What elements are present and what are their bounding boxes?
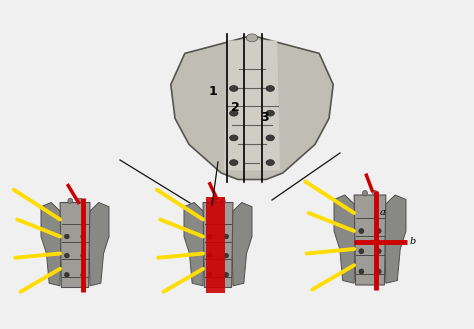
Polygon shape bbox=[384, 195, 406, 283]
Ellipse shape bbox=[208, 253, 212, 258]
Polygon shape bbox=[89, 203, 109, 286]
Text: 2: 2 bbox=[231, 101, 239, 114]
Ellipse shape bbox=[359, 269, 364, 274]
Ellipse shape bbox=[359, 249, 364, 254]
Ellipse shape bbox=[266, 86, 274, 91]
Polygon shape bbox=[232, 203, 252, 286]
Ellipse shape bbox=[229, 135, 238, 141]
Polygon shape bbox=[354, 195, 386, 285]
Ellipse shape bbox=[359, 229, 364, 234]
Ellipse shape bbox=[64, 272, 69, 277]
Ellipse shape bbox=[224, 272, 228, 277]
Ellipse shape bbox=[229, 110, 238, 116]
Ellipse shape bbox=[68, 198, 73, 203]
Ellipse shape bbox=[266, 160, 274, 165]
Ellipse shape bbox=[229, 160, 238, 165]
Ellipse shape bbox=[246, 34, 257, 42]
Ellipse shape bbox=[208, 234, 212, 239]
Text: 3: 3 bbox=[260, 111, 269, 124]
Ellipse shape bbox=[229, 86, 238, 91]
Ellipse shape bbox=[64, 234, 69, 239]
Polygon shape bbox=[203, 203, 233, 288]
Ellipse shape bbox=[266, 135, 274, 141]
Bar bbox=[206, 197, 225, 292]
Ellipse shape bbox=[373, 190, 378, 196]
Ellipse shape bbox=[81, 253, 85, 258]
Text: b: b bbox=[410, 238, 416, 246]
Ellipse shape bbox=[376, 229, 381, 234]
Polygon shape bbox=[224, 40, 280, 170]
Ellipse shape bbox=[376, 269, 381, 274]
Polygon shape bbox=[41, 203, 62, 286]
Ellipse shape bbox=[77, 198, 82, 203]
Ellipse shape bbox=[208, 272, 212, 277]
Ellipse shape bbox=[376, 249, 381, 254]
Polygon shape bbox=[171, 37, 333, 180]
Ellipse shape bbox=[363, 190, 367, 196]
Ellipse shape bbox=[211, 198, 216, 203]
Ellipse shape bbox=[224, 234, 228, 239]
Polygon shape bbox=[60, 203, 90, 288]
Ellipse shape bbox=[224, 253, 228, 258]
Text: a: a bbox=[380, 208, 386, 217]
Polygon shape bbox=[334, 195, 356, 283]
Ellipse shape bbox=[64, 253, 69, 258]
Ellipse shape bbox=[220, 198, 225, 203]
Text: 1: 1 bbox=[209, 85, 217, 98]
Ellipse shape bbox=[266, 110, 274, 116]
Polygon shape bbox=[184, 203, 204, 286]
Ellipse shape bbox=[81, 234, 85, 239]
Ellipse shape bbox=[81, 272, 85, 277]
